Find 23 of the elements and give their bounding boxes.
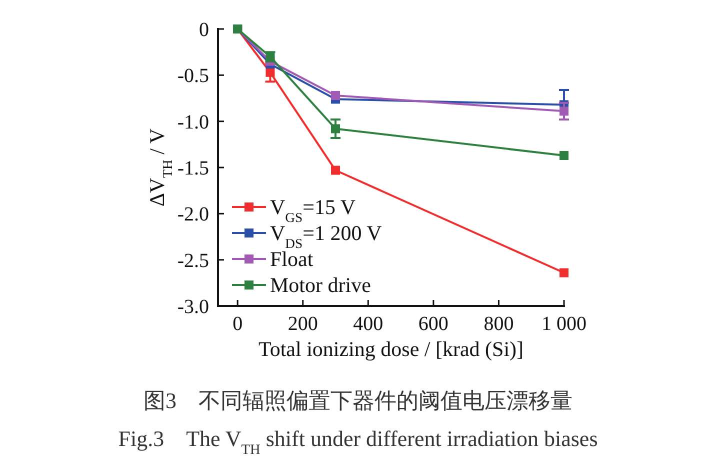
x-tick-label: 200	[288, 313, 318, 335]
x-tick-label: 400	[353, 313, 384, 335]
y-tick-label: -3.0	[177, 296, 209, 318]
y-tick-label: -0.5	[177, 65, 209, 88]
caption: Fig.3 The V$_{TH}$ shift under different irradiation biases	[118, 426, 598, 458]
y-tick-label: -2.5	[177, 250, 209, 272]
point	[560, 150, 568, 160]
x-tick-label: 800	[484, 313, 514, 335]
x-tick-label: 0	[232, 313, 243, 335]
y-tick-label: -2.0	[177, 204, 209, 226]
point	[266, 68, 275, 77]
y-tick-label: 0	[199, 19, 209, 41]
point	[331, 124, 340, 134]
caption: 图3 不同辐照偏置下器件的阈值电压漂移量	[144, 388, 572, 413]
point	[560, 268, 568, 278]
legend-label: Motor drive	[270, 273, 371, 297]
x-axis-title: Total ionizing dose / [krad (Si)]	[258, 337, 524, 361]
y-tick-label: -1.0	[177, 111, 209, 134]
point	[331, 166, 340, 175]
x-tick-label: 600	[418, 313, 448, 335]
y-tick-label: -1.5	[177, 158, 209, 180]
point	[331, 90, 340, 100]
x-tick-label: 1 000	[542, 313, 586, 335]
